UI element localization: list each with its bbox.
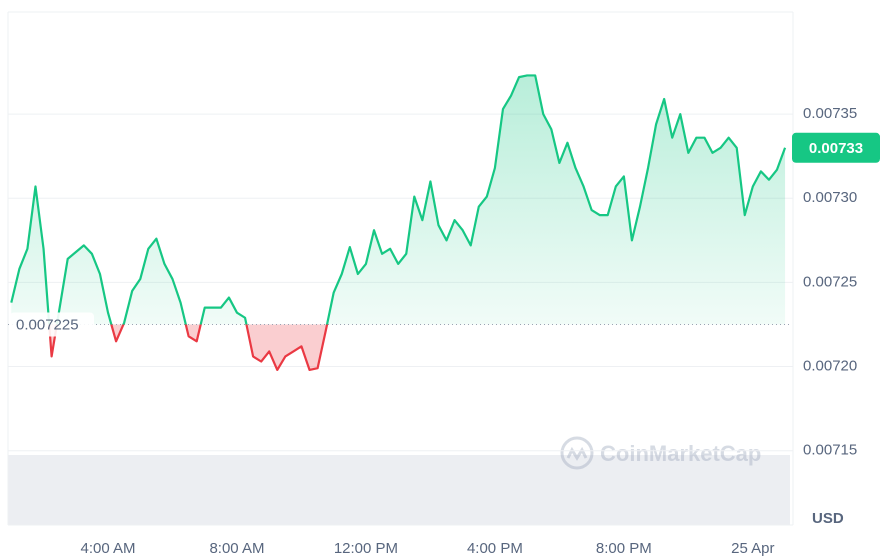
y-tick-label: 0.00730: [803, 189, 857, 206]
watermark-text: CoinMarketCap: [600, 441, 761, 466]
watermark-logo: [560, 436, 594, 470]
x-tick-label: 4:00 PM: [467, 540, 523, 557]
watermark: CoinMarketCap: [560, 436, 761, 470]
x-tick-label: 12:00 PM: [334, 540, 398, 557]
volume-band: [8, 455, 790, 525]
watermark-logo-mark: [566, 446, 588, 461]
baseline-label: 0.007225: [16, 316, 79, 333]
y-tick-label: 0.00725: [803, 273, 857, 290]
unit-label: USD: [812, 510, 844, 527]
x-tick-label: 8:00 AM: [209, 540, 264, 557]
x-tick-label: 8:00 PM: [596, 540, 652, 557]
last-price-badge: [792, 132, 880, 163]
y-tick-label: 0.00735: [803, 105, 857, 122]
y-tick-label: 0.00715: [803, 442, 857, 459]
y-tick-label: 0.00720: [803, 358, 857, 375]
x-tick-label: 4:00 AM: [80, 540, 135, 557]
x-tick-label: 25 Apr: [731, 540, 774, 557]
baseline-label-box: [10, 312, 94, 337]
last-price-label: 0.00733: [809, 140, 863, 157]
price-line: [10, 74, 787, 372]
area: [11, 75, 786, 370]
